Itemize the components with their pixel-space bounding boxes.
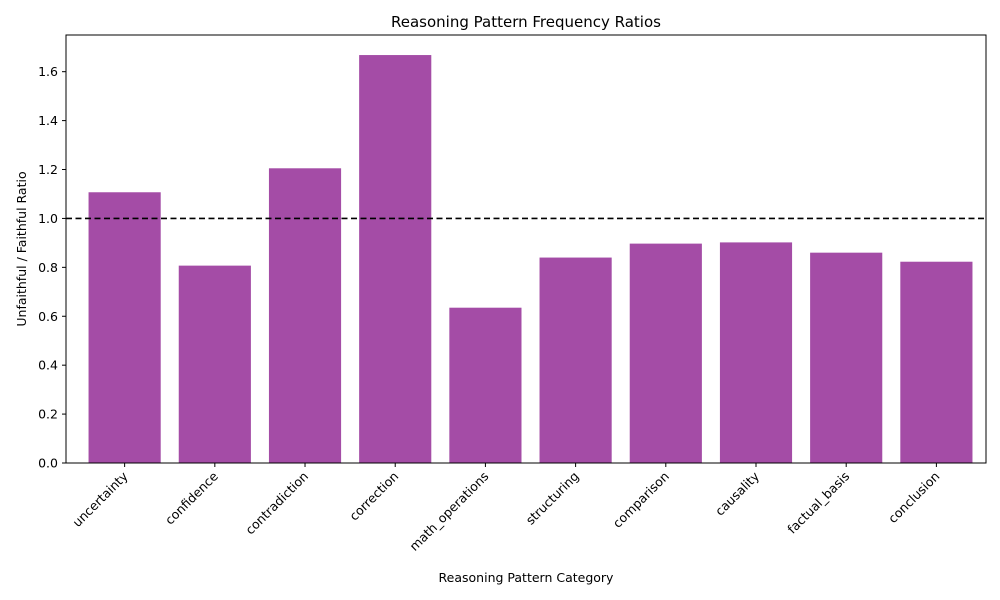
bar-correction bbox=[359, 55, 432, 463]
y-tick-label: 1.4 bbox=[38, 113, 58, 128]
bars-group bbox=[88, 55, 973, 463]
chart-title: Reasoning Pattern Frequency Ratios bbox=[391, 13, 661, 31]
x-tick-label: math_operations bbox=[406, 469, 491, 554]
bar-contradiction bbox=[268, 168, 342, 463]
bar-math_operations bbox=[449, 307, 522, 463]
y-tick-label: 0.4 bbox=[38, 358, 58, 373]
x-tick-label: factual_basis bbox=[784, 469, 852, 537]
y-tick-label: 0.0 bbox=[38, 456, 58, 471]
x-tick-label: uncertainty bbox=[69, 468, 131, 530]
x-tick-label: causality bbox=[712, 468, 763, 519]
y-tick-label: 1.2 bbox=[38, 162, 58, 177]
x-tick-label: contradiction bbox=[242, 469, 311, 538]
x-axis: uncertainty confidence contradiction correc… bbox=[69, 463, 943, 554]
bar-confidence bbox=[178, 265, 251, 463]
x-tick-label: structuring bbox=[523, 469, 582, 528]
bar-factual_basis bbox=[810, 252, 883, 463]
plot-frame bbox=[65, 34, 987, 464]
y-axis-label: Unfaithful / Faithful Ratio bbox=[14, 171, 29, 326]
bar-causality bbox=[719, 242, 793, 463]
y-tick-label: 1.0 bbox=[38, 211, 58, 226]
x-tick-label: conclusion bbox=[885, 469, 942, 526]
y-tick-label: 0.2 bbox=[38, 407, 58, 422]
y-tick-label: 0.6 bbox=[38, 309, 58, 324]
bar-structuring bbox=[539, 257, 612, 463]
x-tick-label: correction bbox=[346, 469, 401, 524]
y-tick-label: 1.6 bbox=[38, 64, 58, 79]
y-tick-label: 0.8 bbox=[38, 260, 58, 275]
x-tick-label: comparison bbox=[610, 469, 672, 531]
bar-uncertainty bbox=[88, 192, 161, 463]
bar-comparison bbox=[629, 243, 702, 463]
bar-conclusion bbox=[900, 261, 973, 463]
y-axis: 0.0 0.2 0.4 0.6 0.8 1.0 1.2 1.4 1.6 bbox=[38, 64, 66, 471]
x-axis-label: Reasoning Pattern Category bbox=[439, 570, 615, 585]
x-tick-label: confidence bbox=[162, 468, 221, 527]
